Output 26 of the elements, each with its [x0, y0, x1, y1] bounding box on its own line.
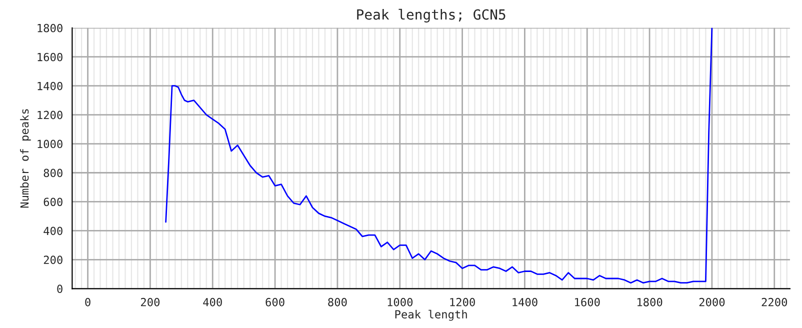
x-tick-label: 400: [203, 298, 222, 306]
y-tick-label: 1800: [38, 24, 62, 32]
x-tick-label: 1200: [450, 298, 475, 306]
chart-title: Peak lengths; GCN5: [357, 8, 506, 23]
y-tick-label: 1200: [38, 110, 62, 120]
line-series: [165, 28, 713, 284]
y-tick-label: 1400: [38, 82, 62, 90]
x-tick-label: 600: [266, 298, 284, 306]
y-axis-title: Number of peaks: [20, 109, 31, 208]
y-tick-label: 200: [44, 256, 62, 264]
x-tick-label: 1000: [388, 298, 413, 306]
x-axis-title: Peak length: [395, 310, 467, 321]
x-tick-label: 200: [140, 298, 160, 306]
x-tick-label: 800: [328, 298, 347, 306]
y-tick-label: 1000: [38, 140, 62, 148]
y-tick-label: 0: [57, 284, 62, 294]
x-tick-label: 1400: [512, 298, 538, 306]
x-tick-label: 1600: [575, 298, 600, 306]
y-tick-label: 400: [44, 226, 62, 236]
x-tick-label: 2000: [699, 298, 725, 306]
x-tick-label: 1800: [637, 298, 662, 306]
y-tick-label: 1600: [38, 52, 62, 62]
x-tick-label: 2200: [762, 298, 788, 306]
y-tick-label: 800: [44, 168, 62, 178]
y-tick-label: 600: [44, 198, 62, 206]
x-tick-label: 0: [85, 298, 90, 306]
